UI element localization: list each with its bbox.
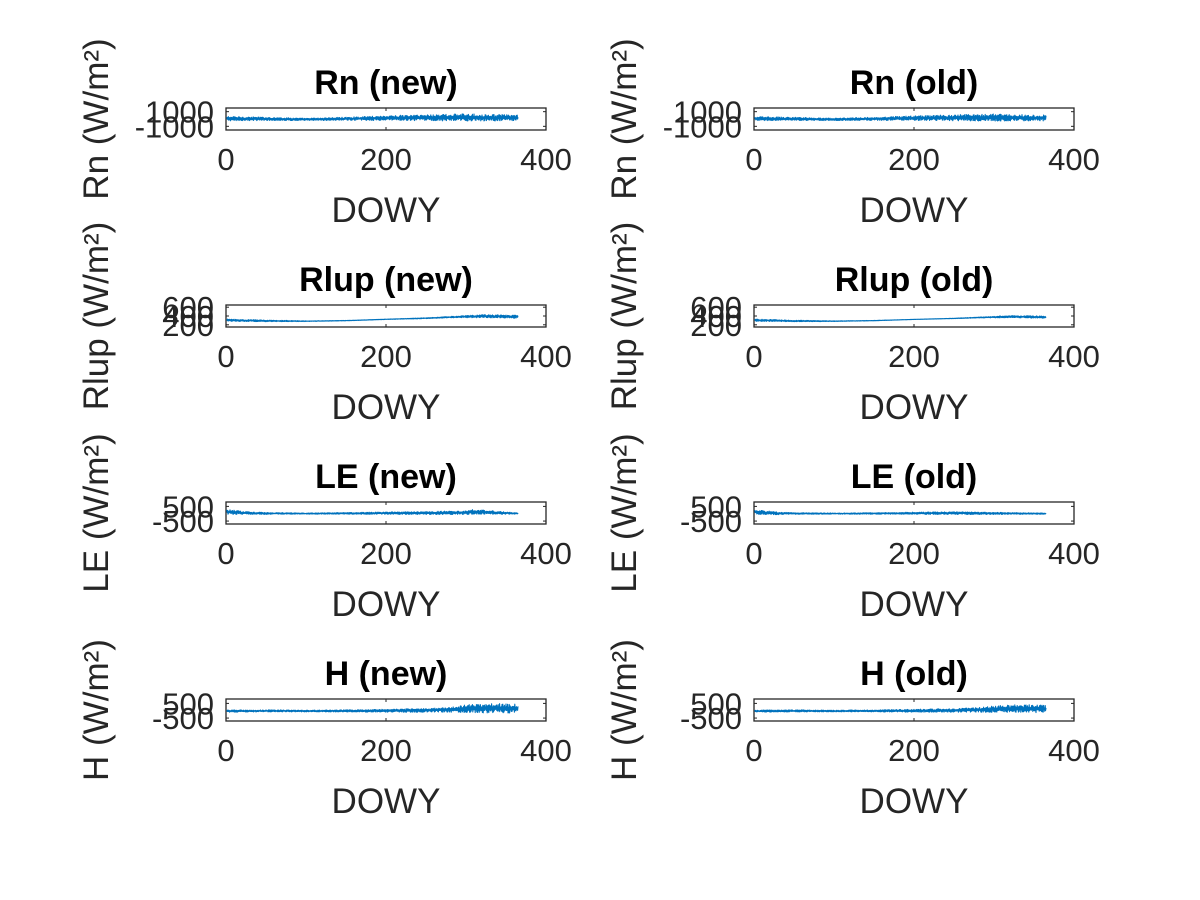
x-tick-label: 200 — [360, 142, 412, 177]
x-tick-label: 0 — [217, 339, 234, 374]
y-tick-label: 1000 — [145, 95, 214, 130]
data-line — [226, 703, 519, 714]
x-tick-label: 400 — [520, 733, 572, 768]
y-tick-label: 400 — [162, 299, 214, 334]
data-line — [754, 113, 1047, 122]
x-tick-label: 0 — [217, 733, 234, 768]
x-tick-label: 400 — [1048, 142, 1100, 177]
subplot-title: LE (new) — [315, 458, 457, 496]
x-tick-label: 200 — [360, 536, 412, 571]
y-axis-label: Rn (W/m²) — [77, 38, 116, 199]
y-axis-label: LE (W/m²) — [77, 433, 116, 592]
y-axis-label: LE (W/m²) — [605, 433, 644, 592]
y-axis-label: H (W/m²) — [77, 639, 116, 781]
data-line — [226, 314, 519, 323]
y-axis-label: Rn (W/m²) — [605, 38, 644, 199]
x-tick-label: 400 — [1048, 733, 1100, 768]
subplot-title: Rn (old) — [850, 64, 978, 102]
subplot-title: Rlup (new) — [299, 261, 473, 299]
x-tick-label: 200 — [888, 339, 940, 374]
x-tick-label: 0 — [745, 536, 762, 571]
y-tick-label: 1000 — [673, 95, 742, 130]
x-axis-label: DOWY — [332, 191, 441, 230]
x-tick-label: 400 — [520, 339, 572, 374]
y-tick-label: 600 — [690, 290, 742, 325]
x-tick-label: 200 — [360, 339, 412, 374]
x-tick-label: 200 — [888, 142, 940, 177]
x-tick-label: 0 — [217, 142, 234, 177]
x-tick-label: 200 — [888, 733, 940, 768]
y-axis-label: Rlup (W/m²) — [77, 222, 116, 411]
y-tick-label: -500 — [680, 504, 742, 539]
x-tick-label: 200 — [888, 536, 940, 571]
subplot-title: H (new) — [325, 655, 448, 693]
subplot-title: Rn (new) — [314, 64, 458, 102]
y-tick-label: 600 — [162, 290, 214, 325]
x-tick-label: 0 — [745, 339, 762, 374]
subplot-title: LE (old) — [851, 458, 978, 496]
y-tick-label: 500 — [690, 489, 742, 524]
y-tick-label: 500 — [162, 489, 214, 524]
x-tick-label: 200 — [360, 733, 412, 768]
x-tick-label: 0 — [745, 733, 762, 768]
x-axis-label: DOWY — [332, 388, 441, 427]
x-tick-label: 400 — [520, 536, 572, 571]
y-tick-label: 400 — [690, 299, 742, 334]
x-tick-label: 400 — [1048, 339, 1100, 374]
y-tick-label: -1000 — [663, 109, 742, 144]
data-line — [754, 704, 1047, 714]
x-tick-label: 400 — [1048, 536, 1100, 571]
data-line — [226, 113, 519, 122]
y-tick-label: 200 — [690, 308, 742, 343]
y-tick-label: 500 — [162, 686, 214, 721]
x-axis-label: DOWY — [332, 782, 441, 821]
data-line — [226, 509, 519, 515]
y-tick-label: 500 — [690, 686, 742, 721]
x-axis-label: DOWY — [860, 782, 969, 821]
data-line — [754, 509, 1047, 516]
y-tick-label: -500 — [152, 504, 214, 539]
y-tick-label: -500 — [152, 701, 214, 736]
x-axis-label: DOWY — [332, 585, 441, 624]
x-axis-label: DOWY — [860, 191, 969, 230]
x-tick-label: 0 — [745, 142, 762, 177]
x-axis-label: DOWY — [860, 585, 969, 624]
data-line — [754, 315, 1047, 323]
x-tick-label: 400 — [520, 142, 572, 177]
x-axis-label: DOWY — [860, 388, 969, 427]
y-axis-label: Rlup (W/m²) — [605, 222, 644, 411]
y-tick-label: -1000 — [135, 109, 214, 144]
x-tick-label: 0 — [217, 536, 234, 571]
y-tick-label: -500 — [680, 701, 742, 736]
y-tick-label: 200 — [162, 308, 214, 343]
subplot-title: H (old) — [860, 655, 968, 693]
y-axis-label: H (W/m²) — [605, 639, 644, 781]
subplot-title: Rlup (old) — [835, 261, 994, 299]
